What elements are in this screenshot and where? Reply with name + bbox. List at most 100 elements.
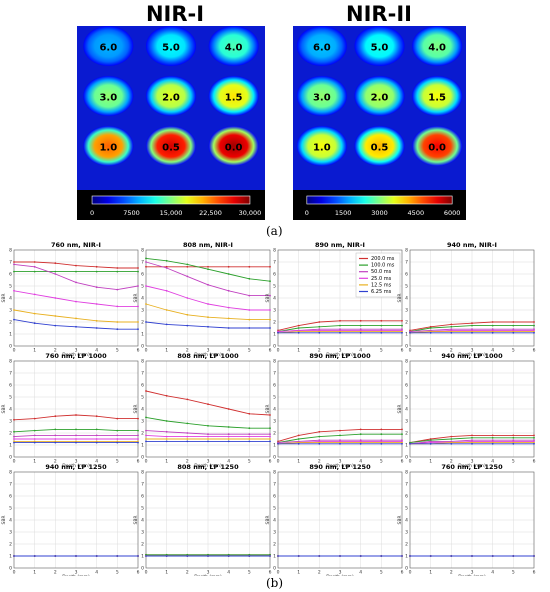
- data-point: [450, 438, 453, 440]
- data-point: [137, 417, 139, 420]
- data-point: [471, 442, 473, 445]
- x-tick-label: 0: [409, 348, 412, 354]
- data-point: [512, 321, 515, 323]
- heatmap-nir-ii-canvas: 6.0 5.0 4.0 3.0 2.0 1.5 1.0 0.5 0.0 0 1500 3000 4500…: [293, 26, 466, 220]
- y-tick-label: 6: [9, 272, 12, 278]
- data-point: [186, 324, 189, 327]
- data-point: [269, 555, 271, 557]
- data-point: [186, 432, 189, 434]
- y-tick-label: 6: [273, 272, 276, 278]
- y-tick-label: 2: [273, 431, 276, 437]
- y-axis-label: SBR: [397, 404, 403, 413]
- data-point: [75, 300, 77, 303]
- y-tick-label: 3: [273, 308, 276, 314]
- y-tick-label: 1: [141, 443, 144, 449]
- x-tick-label: 0: [13, 348, 16, 354]
- data-point: [512, 434, 515, 437]
- data-point: [533, 331, 535, 334]
- data-point: [401, 319, 403, 322]
- data-point: [95, 303, 98, 305]
- data-point: [145, 285, 147, 287]
- data-point: [318, 321, 321, 323]
- x-tick-label: 6: [137, 570, 140, 576]
- data-point: [145, 265, 147, 268]
- data-point: [409, 555, 411, 557]
- data-point: [116, 555, 119, 557]
- data-point: [186, 422, 189, 425]
- x-tick-label: 4: [359, 459, 362, 465]
- x-axis-label: Depth (mm): [194, 463, 222, 469]
- x-tick-label: 1: [297, 570, 300, 576]
- data-point: [13, 438, 15, 440]
- y-tick-label: 2: [405, 431, 408, 437]
- concentration-label: 0.5: [162, 143, 180, 154]
- concentration-label: 1.5: [225, 93, 243, 104]
- x-axis-label: Depth (mm): [194, 574, 222, 576]
- data-point: [145, 390, 147, 392]
- x-axis-label: Depth (mm): [326, 574, 354, 576]
- data-point: [33, 429, 36, 432]
- data-point: [95, 286, 98, 289]
- y-axis-label: SBR: [133, 293, 139, 302]
- data-point: [95, 319, 98, 322]
- plot-frame: [409, 360, 535, 458]
- y-tick-label: 1: [9, 332, 12, 338]
- data-point: [269, 327, 271, 329]
- data-point: [297, 324, 300, 327]
- y-tick-label: 8: [9, 359, 12, 365]
- data-point: [145, 429, 147, 432]
- data-point: [207, 268, 209, 271]
- y-tick-label: 4: [273, 518, 276, 524]
- y-tick-label: 4: [405, 518, 408, 524]
- concentration-label: 3.0: [99, 93, 117, 104]
- x-tick-label: 1: [429, 570, 432, 576]
- data-point: [75, 414, 77, 416]
- x-tick-label: 4: [359, 348, 362, 354]
- data-point: [339, 324, 341, 327]
- data-point: [297, 438, 300, 440]
- y-tick-label: 6: [273, 383, 276, 389]
- data-point: [75, 264, 77, 267]
- heatmap-title-nir-ii: NIR-II: [346, 2, 412, 26]
- y-tick-label: 0: [9, 344, 12, 350]
- y-tick-label: 2: [141, 320, 144, 326]
- colorbar-tick-label: 22,500: [199, 209, 222, 217]
- data-point: [248, 412, 251, 415]
- plot-frame: [277, 249, 403, 347]
- data-point: [429, 555, 432, 557]
- data-point: [359, 428, 362, 431]
- concentration-label: 3.0: [313, 93, 331, 104]
- y-tick-label: 8: [273, 470, 276, 476]
- plot-frame: [13, 471, 139, 569]
- y-tick-label: 4: [405, 296, 408, 302]
- x-tick-label: 2: [318, 459, 321, 465]
- data-point: [227, 306, 230, 309]
- data-point: [297, 434, 300, 437]
- x-tick-label: 3: [75, 459, 78, 465]
- data-point: [75, 438, 77, 440]
- y-tick-label: 2: [141, 542, 144, 548]
- y-tick-label: 3: [141, 419, 144, 425]
- y-tick-label: 4: [273, 407, 276, 413]
- y-tick-label: 2: [9, 542, 12, 548]
- x-tick-label: 2: [450, 459, 453, 465]
- concentration-label: 4.0: [225, 43, 243, 54]
- data-point: [54, 555, 57, 557]
- legend-entry: 6.25 ms: [371, 289, 392, 295]
- data-point: [13, 555, 15, 557]
- data-point: [33, 293, 36, 296]
- data-point: [227, 555, 230, 557]
- x-tick-label: 4: [227, 459, 230, 465]
- x-tick-label: 0: [13, 459, 16, 465]
- x-tick-label: 1: [165, 570, 168, 576]
- panel-title: 890 nm, LP 1250: [309, 463, 371, 471]
- colorbar-tick-label: 0: [305, 209, 309, 217]
- heatmap-spot: [412, 26, 463, 66]
- y-tick-label: 3: [405, 308, 408, 314]
- x-tick-label: 6: [401, 570, 404, 576]
- data-point: [248, 265, 251, 268]
- x-tick-label: 6: [533, 459, 536, 465]
